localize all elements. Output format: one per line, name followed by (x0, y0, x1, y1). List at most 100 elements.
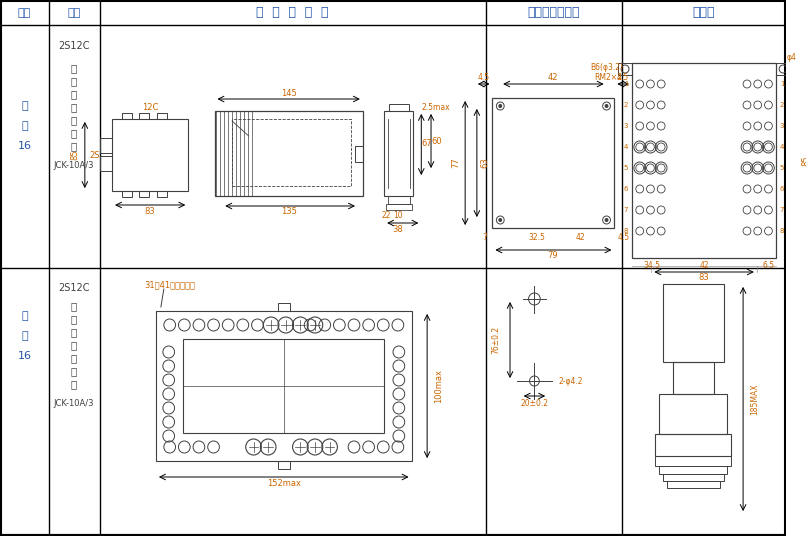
Text: 5: 5 (624, 165, 628, 171)
Circle shape (499, 219, 501, 221)
Text: 31、41为电流端子: 31、41为电流端子 (144, 280, 195, 289)
Text: 76±0.2: 76±0.2 (491, 326, 500, 354)
Text: 4.5: 4.5 (478, 73, 490, 83)
Text: 42: 42 (548, 73, 559, 83)
Text: 16: 16 (18, 351, 31, 361)
Text: 145: 145 (280, 88, 297, 98)
Bar (355, 146, 363, 162)
Text: 100max: 100max (434, 369, 443, 403)
Bar (659, 466, 728, 474)
Text: 3: 3 (624, 123, 629, 129)
Text: 22: 22 (381, 212, 391, 220)
Text: 6.5: 6.5 (762, 262, 775, 271)
Text: RM2×2: RM2×2 (595, 72, 622, 81)
Text: 后: 后 (71, 115, 77, 125)
Bar (388, 196, 409, 204)
Text: 3: 3 (780, 123, 784, 129)
Text: 10: 10 (393, 212, 403, 220)
Text: 6: 6 (780, 186, 784, 192)
Text: 凸: 凸 (71, 301, 77, 311)
Text: 12C: 12C (142, 102, 158, 111)
Bar (389, 104, 409, 111)
Text: 出: 出 (71, 314, 77, 324)
Text: 20±0.2: 20±0.2 (521, 398, 548, 407)
Bar (101, 138, 112, 153)
Bar (663, 474, 724, 481)
Bar (776, 63, 790, 75)
Text: 6: 6 (624, 186, 629, 192)
Text: 83: 83 (699, 273, 709, 282)
Text: 2.5max: 2.5max (422, 102, 450, 111)
Text: 42: 42 (575, 234, 585, 242)
Bar (122, 191, 131, 197)
Text: 38: 38 (393, 225, 403, 234)
Text: 出: 出 (71, 76, 77, 86)
Text: 板: 板 (71, 102, 77, 112)
Bar (667, 481, 720, 488)
Text: 前: 前 (71, 353, 77, 363)
Text: 接: 接 (71, 366, 77, 376)
Bar (384, 111, 413, 196)
Bar (492, 98, 614, 228)
Bar (232, 119, 351, 186)
Bar (386, 204, 412, 210)
Text: 2S12C: 2S12C (58, 283, 89, 293)
Bar (101, 156, 112, 171)
Text: 32.5: 32.5 (528, 234, 545, 242)
Text: 34.5: 34.5 (643, 262, 660, 271)
Bar (655, 434, 731, 456)
Text: 4: 4 (780, 144, 784, 150)
Text: 板: 板 (71, 340, 77, 350)
Text: 附: 附 (21, 311, 27, 321)
Text: 式: 式 (71, 89, 77, 99)
Text: 图号: 图号 (18, 8, 31, 18)
Text: 77: 77 (451, 158, 460, 168)
Text: 2S12C: 2S12C (58, 41, 89, 51)
Bar (139, 191, 149, 197)
Bar (632, 63, 776, 258)
Text: B6(φ3.2): B6(φ3.2) (590, 63, 623, 72)
Text: 结构: 结构 (68, 8, 81, 18)
Text: 附: 附 (21, 101, 27, 111)
Text: φ4: φ4 (787, 54, 797, 63)
Text: 7: 7 (780, 207, 784, 213)
Text: 4: 4 (624, 144, 628, 150)
Bar (214, 111, 363, 196)
Text: 外  形  尺  寸  图: 外 形 尺 寸 图 (256, 6, 329, 19)
Text: JCK-10A/3: JCK-10A/3 (54, 161, 94, 170)
Circle shape (605, 219, 608, 221)
Bar (183, 339, 384, 433)
Bar (278, 461, 289, 469)
Text: 图: 图 (21, 121, 27, 131)
Bar (122, 113, 131, 119)
Bar (157, 113, 167, 119)
Text: 5: 5 (780, 165, 784, 171)
Text: 7: 7 (482, 234, 487, 242)
Bar (655, 456, 731, 466)
Text: 60: 60 (431, 137, 442, 145)
Text: 端子图: 端子图 (693, 6, 716, 19)
Text: 135: 135 (280, 207, 297, 217)
Text: JCK-10A/3: JCK-10A/3 (54, 399, 94, 408)
Bar (157, 191, 167, 197)
Bar (278, 303, 289, 311)
Text: 152max: 152max (267, 480, 301, 488)
Text: 185MAX: 185MAX (750, 383, 759, 415)
Text: 85: 85 (71, 150, 80, 160)
Text: 安装开孔尺寸图: 安装开孔尺寸图 (528, 6, 580, 19)
Text: 67: 67 (422, 139, 433, 148)
Text: 83: 83 (145, 206, 156, 215)
Text: 2S: 2S (89, 151, 100, 160)
Text: 85: 85 (801, 155, 806, 166)
Bar (618, 63, 632, 75)
Text: 2-φ4.2: 2-φ4.2 (559, 376, 584, 385)
Text: 16: 16 (18, 141, 31, 151)
Bar (156, 311, 412, 461)
Text: 2: 2 (624, 102, 628, 108)
Text: 8: 8 (780, 228, 784, 234)
Bar (112, 119, 189, 191)
Text: 7: 7 (624, 207, 629, 213)
Text: 线: 线 (71, 141, 77, 151)
Bar (139, 113, 149, 119)
Text: 79: 79 (547, 251, 559, 260)
